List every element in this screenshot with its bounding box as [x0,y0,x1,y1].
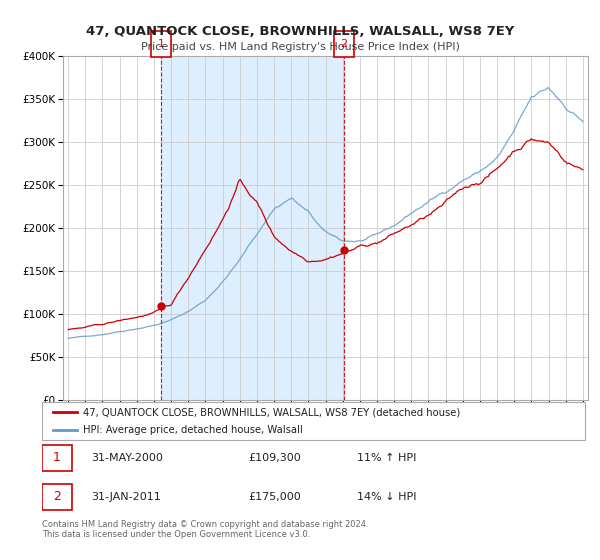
Bar [161,56,344,400]
Text: 2: 2 [53,491,61,503]
Text: £175,000: £175,000 [248,492,301,502]
Text: 31-JAN-2011: 31-JAN-2011 [91,492,161,502]
Text: Contains HM Land Registry data © Crown copyright and database right 2024.
This d: Contains HM Land Registry data © Crown c… [42,520,368,539]
Text: 2: 2 [340,39,347,49]
FancyBboxPatch shape [42,445,72,471]
FancyBboxPatch shape [151,31,171,57]
FancyBboxPatch shape [334,31,354,57]
FancyBboxPatch shape [42,484,72,510]
Text: 1: 1 [158,39,164,49]
Text: 11% ↑ HPI: 11% ↑ HPI [357,453,416,463]
Text: 31-MAY-2000: 31-MAY-2000 [91,453,163,463]
FancyBboxPatch shape [42,402,585,440]
Text: Price paid vs. HM Land Registry's House Price Index (HPI): Price paid vs. HM Land Registry's House … [140,42,460,52]
Text: 14% ↓ HPI: 14% ↓ HPI [357,492,416,502]
Text: 1: 1 [53,451,61,464]
Text: 47, QUANTOCK CLOSE, BROWNHILLS, WALSALL, WS8 7EY (detached house): 47, QUANTOCK CLOSE, BROWNHILLS, WALSALL,… [83,407,460,417]
Text: 47, QUANTOCK CLOSE, BROWNHILLS, WALSALL, WS8 7EY: 47, QUANTOCK CLOSE, BROWNHILLS, WALSALL,… [86,25,514,38]
Text: HPI: Average price, detached house, Walsall: HPI: Average price, detached house, Wals… [83,424,302,435]
Text: £109,300: £109,300 [248,453,301,463]
